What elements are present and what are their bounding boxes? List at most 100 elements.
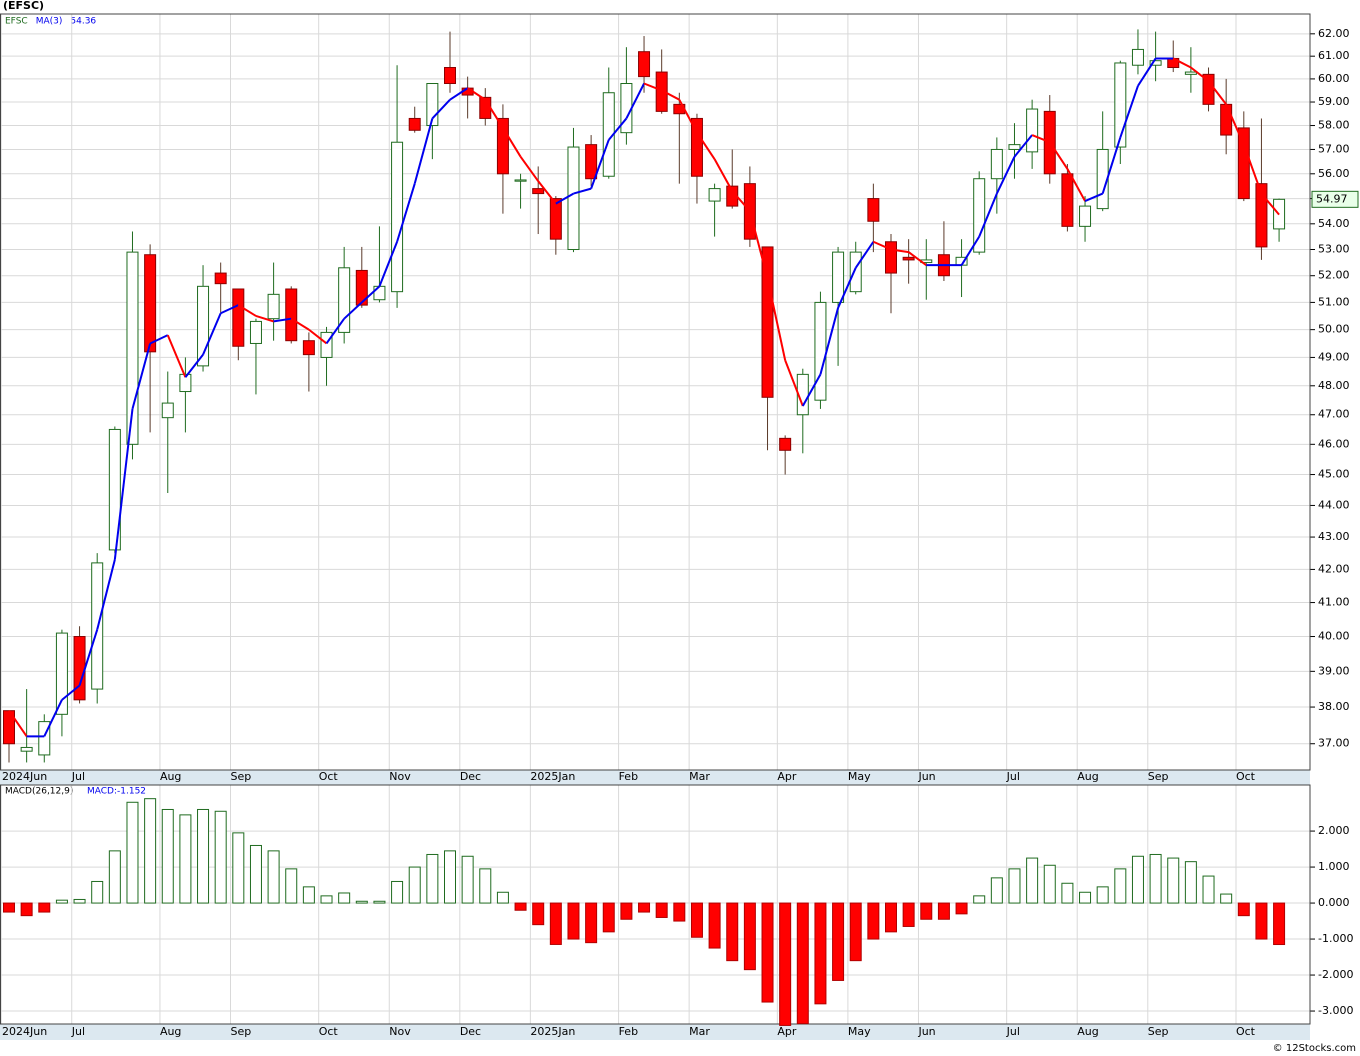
macd-bar <box>479 868 492 904</box>
ma-segment <box>625 83 645 119</box>
x-tick-label: 2024Jun <box>2 770 47 783</box>
x-tick-label: Aug <box>160 1025 181 1038</box>
candle-body <box>902 256 915 261</box>
ma-segment <box>1013 134 1033 158</box>
macd-bar <box>91 880 104 904</box>
y-tick-label: -3.000 <box>1318 1004 1353 1017</box>
ma-segment <box>713 158 734 192</box>
y-tick-label: 37.00 <box>1318 737 1350 750</box>
last-price-label: 54.97 <box>1316 192 1348 205</box>
y-tick-label: -2.000 <box>1318 968 1353 981</box>
ma-segment <box>731 190 751 212</box>
macd-bar <box>197 808 210 904</box>
ma-segment <box>1066 168 1086 202</box>
ma-segment <box>1207 80 1227 105</box>
macd-bar <box>302 886 315 904</box>
candle-body <box>1026 108 1039 153</box>
macd-bar <box>338 892 351 904</box>
y-tick-label: 60.00 <box>1318 72 1350 85</box>
x-tick-label: Jul <box>1006 770 1020 783</box>
candle-body <box>38 721 51 756</box>
macd-bar <box>514 902 527 911</box>
candle-body <box>567 146 580 251</box>
ma-segment <box>1225 103 1245 146</box>
macd-bar <box>426 853 439 904</box>
macd-bar <box>108 850 121 904</box>
macd-prefix: MACD: <box>87 787 117 797</box>
macd-bar <box>355 900 368 904</box>
x-tick-label: Mar <box>689 1025 710 1038</box>
ma-segment <box>484 99 504 129</box>
x-tick-label: May <box>848 770 871 783</box>
macd-bar <box>937 902 950 920</box>
macd-bar <box>267 850 280 904</box>
y-tick-label: 62.00 <box>1318 27 1350 40</box>
macd-bar <box>1184 861 1197 904</box>
y-tick-label: 40.00 <box>1318 630 1350 643</box>
macd-bar <box>1131 855 1144 904</box>
y-tick-label: 53.00 <box>1318 243 1350 256</box>
macd-bar <box>849 902 862 962</box>
macd-bar <box>1079 891 1092 904</box>
candle-body <box>55 632 68 715</box>
ma-segment <box>978 193 998 237</box>
candle-body <box>690 117 703 177</box>
ma-segment <box>78 629 99 686</box>
x-tick-label: Oct <box>319 1025 339 1038</box>
macd-bar <box>285 868 298 904</box>
x-tick-label: Jun <box>917 1025 935 1038</box>
ma-segment <box>449 87 469 101</box>
macd-value: -1.152 <box>117 787 146 797</box>
x-tick-label: Oct <box>1236 1025 1256 1038</box>
y-tick-label: 47.00 <box>1318 408 1350 421</box>
ma-segment <box>1137 57 1157 87</box>
macd-bar <box>1008 868 1021 904</box>
ma-segment <box>784 359 804 407</box>
ma-segment <box>273 317 292 323</box>
last-price-box <box>1311 190 1359 208</box>
x-tick-label: Sep <box>1148 1025 1169 1038</box>
legend-ma-value: 54.36 <box>70 17 96 27</box>
ma-segment <box>467 87 486 101</box>
y-tick-label: 2.000 <box>1318 824 1350 837</box>
candle-body <box>320 331 333 358</box>
ma-segment <box>607 117 628 141</box>
ma-segment <box>872 240 892 251</box>
y-tick-label: 51.00 <box>1318 295 1350 308</box>
ma-segment <box>343 301 363 320</box>
ma-segment <box>431 99 451 120</box>
macd-bar <box>1237 902 1250 917</box>
macd-bar <box>1149 853 1162 904</box>
ma-segment <box>202 312 222 356</box>
x-tick-label: Oct <box>319 770 339 783</box>
candle-body <box>426 83 439 127</box>
x-tick-label: Oct <box>1236 770 1256 783</box>
macd-bar <box>20 902 33 917</box>
candle-body <box>355 269 368 306</box>
candle-body <box>867 198 880 222</box>
ma-segment <box>960 236 981 266</box>
macd-bar <box>408 866 421 904</box>
y-tick-label: 61.00 <box>1318 49 1350 62</box>
ma-segment <box>995 156 1016 195</box>
ma-segment <box>1172 57 1192 69</box>
ma-segment <box>378 241 399 287</box>
macd-bar <box>214 810 227 904</box>
ma-segment <box>1031 134 1051 144</box>
macd-bar <box>832 902 845 981</box>
candle-body <box>408 117 421 131</box>
candle-body <box>197 285 210 367</box>
ma-segment <box>661 89 680 101</box>
macd-bar <box>638 902 651 913</box>
candle-body <box>585 144 598 180</box>
macd-bar <box>1167 857 1180 904</box>
macd-bar <box>161 808 174 904</box>
y-tick-label: 54.00 <box>1318 217 1350 230</box>
macd-bar <box>1220 893 1233 904</box>
macd-bar <box>902 902 915 927</box>
macd-bar <box>126 801 139 904</box>
candle-body <box>338 267 351 333</box>
candle-body <box>161 402 174 419</box>
x-tick-label: Apr <box>777 1025 797 1038</box>
